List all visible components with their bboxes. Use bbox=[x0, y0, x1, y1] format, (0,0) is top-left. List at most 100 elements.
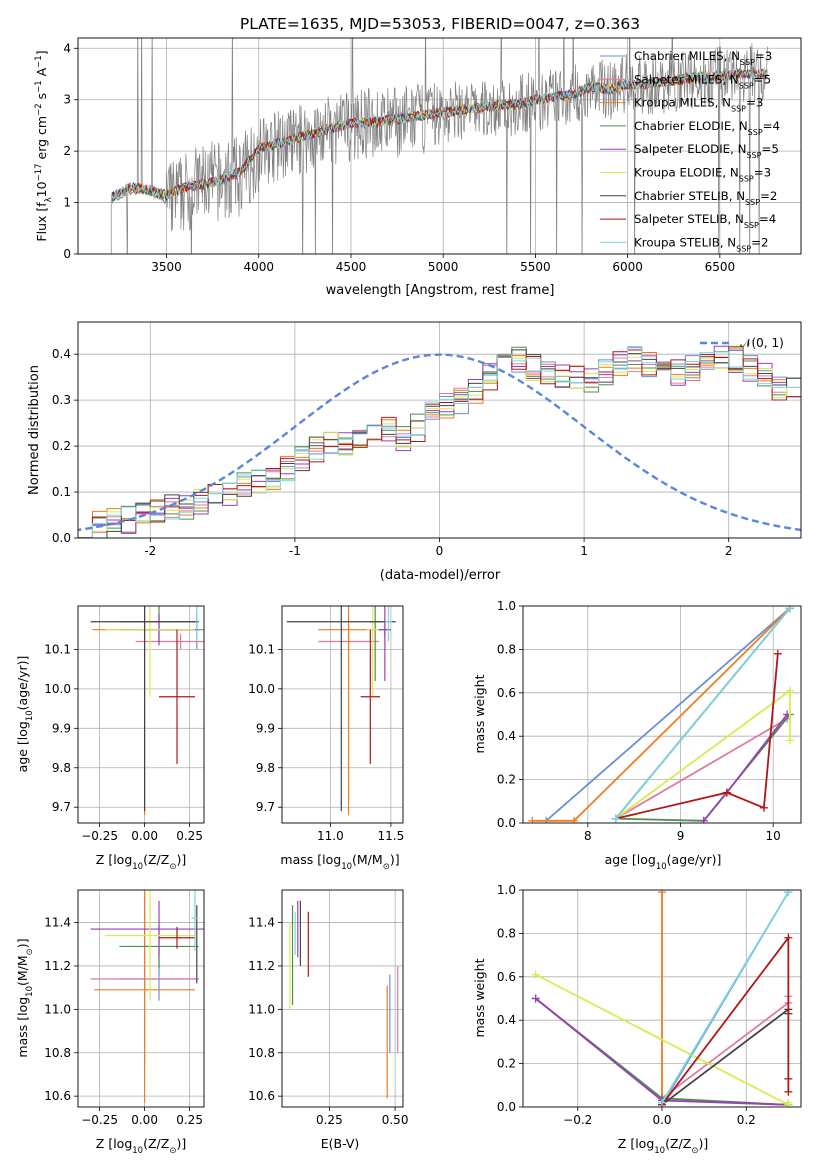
axes-spectrum: 3500 4000 4500 5000 5500 6000 650001234wavelen… bbox=[34, 37, 802, 298]
x-axis-label-part: 10 bbox=[132, 862, 143, 872]
legend-nssp-eq: = bbox=[761, 142, 771, 156]
legend-nssp-prefix: , N bbox=[730, 142, 746, 156]
x-axis-label: age [log10(age/yr)] bbox=[605, 852, 722, 872]
x-tick-label: −0.25 bbox=[81, 1113, 118, 1127]
weight-marker-7 bbox=[722, 788, 731, 797]
x-axis-label-part: (M/M bbox=[352, 852, 383, 867]
legend-nssp-prefix: , N bbox=[722, 72, 738, 86]
weight-marker-8 bbox=[611, 814, 620, 823]
legend-label-0: Chabrier MILES, NSSP=3 bbox=[634, 49, 772, 67]
y-axis-label: mass [log10(M/M⊙)] bbox=[15, 938, 35, 1057]
y-tick-label: 9.7 bbox=[52, 800, 71, 814]
x-tick-label: 10 bbox=[766, 829, 781, 843]
x-tick-label: 2 bbox=[725, 544, 733, 558]
y-tick-label: 10.1 bbox=[44, 642, 71, 656]
x-tick-label: 6000 bbox=[612, 260, 643, 274]
y-axis-label-part: −1 bbox=[34, 55, 44, 68]
x-tick-label: 0.25 bbox=[176, 1113, 203, 1127]
plot-area-residuals bbox=[78, 322, 801, 538]
y-axis-label-part: (M/M bbox=[15, 955, 30, 986]
y-tick-label: 2 bbox=[63, 144, 71, 158]
spectrum-model-line-7 bbox=[110, 68, 768, 203]
errorbar-5 bbox=[105, 606, 195, 697]
x-axis-label: (data-model)/error bbox=[380, 568, 501, 583]
y-tick-label: 10.6 bbox=[44, 1089, 71, 1103]
y-tick-label: 10.8 bbox=[44, 1046, 71, 1060]
x-axis-label-part: 10 bbox=[654, 1146, 665, 1156]
weight-marker-5 bbox=[785, 686, 794, 695]
y-axis-label: Normed distribution bbox=[27, 365, 42, 495]
y-tick-label: 0 bbox=[63, 247, 71, 261]
legend-nssp-value: 4 bbox=[769, 212, 777, 226]
x-axis-label-part: (Z/Z bbox=[665, 1136, 691, 1151]
weight-marker-8 bbox=[658, 1098, 666, 1107]
y-tick-label: 0.1 bbox=[52, 485, 71, 499]
axes-age-vs-Z: −0.25 0.00 0.259.79.89.910.010.1Z [log10(Z… bbox=[15, 605, 205, 872]
x-tick-label: 0 bbox=[436, 544, 444, 558]
x-tick-label: 0.25 bbox=[176, 829, 203, 843]
x-axis-label: Z [log10(Z/Z⊙)] bbox=[96, 1136, 186, 1156]
weight-marker-8 bbox=[784, 890, 793, 897]
weight-marker-5 bbox=[785, 736, 794, 745]
y-tick-label: 11.0 bbox=[44, 1002, 71, 1016]
y-axis-label-part: A bbox=[34, 67, 49, 80]
plot-area-age-vs-mass bbox=[282, 606, 403, 823]
y-tick-label: 9.7 bbox=[256, 800, 275, 814]
x-tick-label: 0.0 bbox=[652, 1113, 671, 1127]
legend-nssp-sub: SSP bbox=[739, 174, 754, 183]
y-tick-label: 10.8 bbox=[248, 1046, 275, 1060]
legend-nssp-sub: SSP bbox=[739, 81, 754, 90]
legend-label-4: Salpeter ELODIE, NSSP=5 bbox=[634, 142, 779, 160]
axes-frame bbox=[77, 321, 802, 539]
weight-marker-2 bbox=[569, 816, 578, 823]
legend-label-5: Kroupa ELODIE, NSSP=3 bbox=[634, 166, 771, 184]
legend-nssp-value: 2 bbox=[761, 235, 769, 249]
histogram-step-3 bbox=[78, 345, 801, 538]
legend-label-gaussian: 𝒩(0, 1) bbox=[740, 336, 784, 350]
x-axis-label: wavelength [Angstrom, rest frame] bbox=[326, 283, 555, 298]
legend-label-3: Chabrier ELODIE, NSSP=4 bbox=[634, 119, 780, 137]
errorbar-6 bbox=[286, 606, 396, 812]
legend-model-name: Chabrier MILES bbox=[634, 49, 724, 63]
x-axis-label-part: Z [log bbox=[96, 852, 132, 867]
y-axis-label-part: −17 bbox=[34, 163, 44, 181]
legend-model-name: Salpeter ELODIE bbox=[634, 142, 730, 156]
histogram-step-6 bbox=[78, 349, 801, 538]
y-axis-label-part: erg cm bbox=[34, 116, 49, 164]
x-axis-label-part: )] bbox=[176, 852, 186, 867]
weight-line-8 bbox=[661, 891, 790, 1104]
x-axis-label-part: Z [log bbox=[618, 1136, 654, 1151]
weight-line-2 bbox=[532, 607, 791, 822]
y-tick-label: 0.8 bbox=[497, 642, 516, 656]
weight-marker-2 bbox=[528, 816, 537, 823]
weight-marker-5 bbox=[531, 970, 540, 979]
x-tick-label: -1 bbox=[289, 544, 301, 558]
y-axis-label-part: Flux [f bbox=[34, 202, 49, 242]
weight-marker-7 bbox=[784, 1087, 793, 1096]
y-axis-label-part: λ bbox=[44, 197, 54, 202]
y-tick-label: 11.4 bbox=[248, 916, 275, 930]
y-axis-label-part: ⊙ bbox=[25, 948, 35, 955]
y-tick-label: 0.2 bbox=[497, 773, 516, 787]
y-axis-label-part: mass [log bbox=[15, 997, 30, 1058]
legend-label-6: Chabrier STELIB, NSSP=2 bbox=[634, 189, 777, 207]
figure-title: PLATE=1635, MJD=53053, FIBERID=0047, z=0… bbox=[240, 15, 640, 33]
x-axis-label: mass [log10(M/M⊙)] bbox=[280, 852, 399, 872]
legend-nssp-prefix: , N bbox=[715, 96, 731, 110]
y-tick-label: 9.8 bbox=[256, 761, 275, 775]
y-tick-label: 9.9 bbox=[256, 721, 275, 735]
x-axis-label-part: (age/yr)] bbox=[667, 852, 722, 867]
errorbar-7 bbox=[159, 926, 195, 949]
axes-mass-vs-EBV: 0.25 0.50 10.6 10.8 11.0 11.2 11.4 E(B-V) bbox=[248, 889, 408, 1151]
y-tick-label: 11.2 bbox=[248, 959, 275, 973]
errorbar-7 bbox=[159, 629, 195, 764]
x-tick-label: 5500 bbox=[520, 260, 551, 274]
axes-residuals: -2 -1 0 1 2 0.0 0.1 0.2 0.3 0.4 (data-model)/error… bbox=[27, 321, 802, 583]
errorbar-4 bbox=[90, 900, 204, 958]
weight-marker-4 bbox=[699, 816, 708, 823]
y-tick-label: 0.2 bbox=[497, 1057, 516, 1071]
legend-model-name: Salpeter MILES bbox=[634, 72, 722, 86]
